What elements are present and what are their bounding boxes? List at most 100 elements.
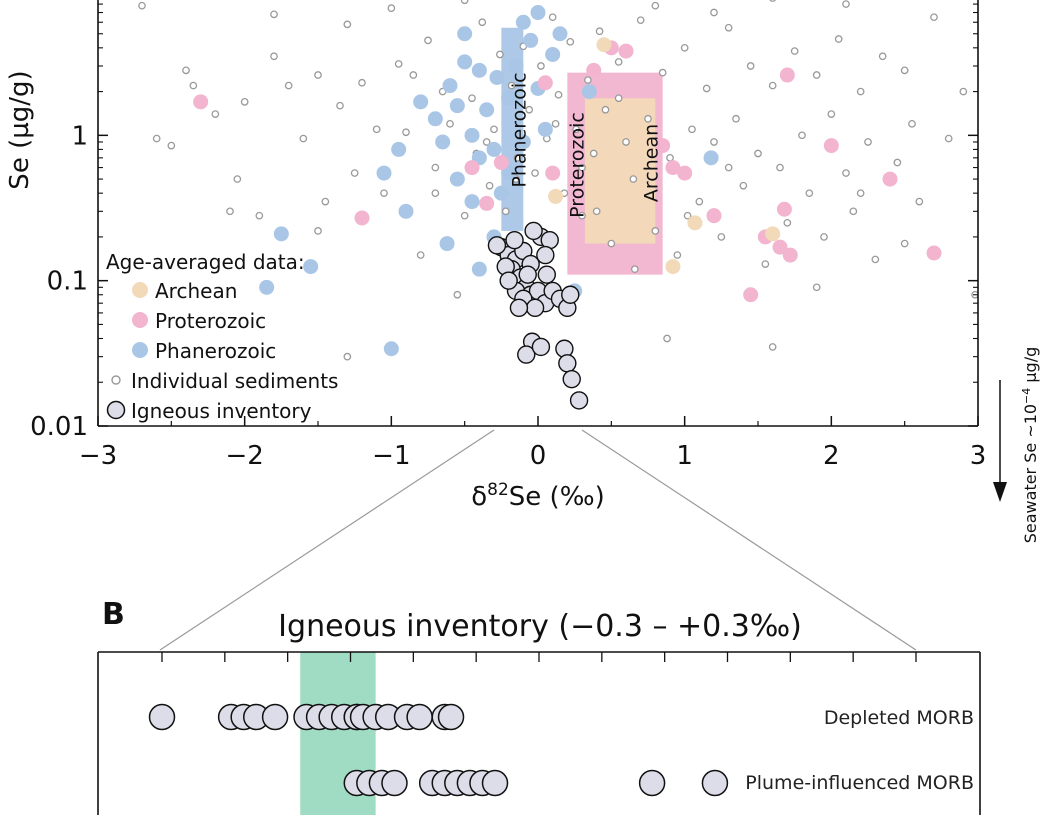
point-individual-sediment bbox=[460, 0, 469, 5]
point-individual-sediment bbox=[614, 94, 623, 103]
point-proterozoic bbox=[618, 43, 634, 59]
point-individual-sediment bbox=[566, 37, 575, 46]
point-individual-sediment bbox=[468, 94, 476, 103]
point-individual-sediment bbox=[768, 343, 777, 351]
point-proterozoic bbox=[586, 62, 602, 78]
point-individual-sediment bbox=[501, 207, 510, 216]
point-individual-sediment bbox=[864, 138, 872, 146]
panel-b-point bbox=[437, 703, 465, 731]
point-individual-sediment bbox=[299, 134, 308, 143]
zoom-connector-left bbox=[159, 429, 495, 651]
point-phanerozoic bbox=[376, 165, 392, 181]
box-label-proterozoic: Proterozoic bbox=[567, 112, 589, 218]
legend-label-igneous: Igneous inventory bbox=[131, 399, 312, 423]
x-tick-label: 0 bbox=[530, 441, 547, 471]
point-phanerozoic bbox=[537, 121, 553, 137]
point-individual-sediment bbox=[702, 84, 711, 93]
point-proterozoic bbox=[193, 94, 209, 110]
point-phanerozoic bbox=[471, 261, 487, 277]
legend-marker-phanerozoic bbox=[132, 342, 148, 358]
point-individual-sediment bbox=[651, 1, 660, 10]
panel-b-letter: B bbox=[102, 597, 125, 632]
point-individual-sediment bbox=[724, 23, 733, 32]
point-individual-sediment bbox=[592, 207, 601, 216]
point-individual-sediment bbox=[820, 233, 828, 241]
point-individual-sediment bbox=[959, 87, 968, 96]
panel-b-title: Igneous inventory (−0.3 – +0.3‰) bbox=[278, 609, 802, 644]
point-individual-sediment bbox=[578, 163, 586, 172]
point-individual-sediment bbox=[387, 4, 396, 13]
point-individual-sediment bbox=[233, 175, 242, 183]
point-phanerozoic bbox=[398, 203, 414, 219]
point-individual-sediment bbox=[595, 27, 604, 36]
point-phanerozoic bbox=[427, 111, 443, 127]
point-proterozoic bbox=[882, 171, 898, 187]
point-individual-sediment bbox=[584, 76, 592, 84]
point-individual-sediment bbox=[460, 211, 469, 220]
point-igneous bbox=[525, 298, 545, 318]
legend-label-archean: Archean bbox=[155, 279, 237, 303]
point-individual-sediment bbox=[589, 149, 598, 158]
panel-b-point bbox=[381, 769, 408, 797]
point-individual-sediment bbox=[834, 35, 843, 43]
point-phanerozoic bbox=[508, 58, 524, 74]
point-proterozoic bbox=[782, 247, 798, 263]
point-individual-sediment bbox=[776, 163, 784, 172]
panel-b-point bbox=[261, 703, 289, 731]
point-individual-sediment bbox=[578, 211, 586, 220]
point-phanerozoic bbox=[449, 171, 465, 187]
point-igneous bbox=[517, 345, 536, 364]
point-phanerozoic bbox=[383, 341, 399, 357]
point-individual-sediment bbox=[226, 207, 234, 216]
point-individual-sediment bbox=[490, 125, 498, 134]
y-tick-label: 1 bbox=[71, 121, 88, 151]
point-phanerozoic bbox=[552, 26, 568, 42]
legend: Age-averaged data: Archean Proterozoic P… bbox=[106, 250, 338, 423]
point-individual-sediment bbox=[402, 128, 410, 137]
point-igneous bbox=[524, 221, 543, 241]
point-archean bbox=[665, 259, 681, 275]
seawater-annotation: Seawater Se ~10−4 µg/g bbox=[993, 347, 1040, 543]
point-proterozoic bbox=[926, 245, 942, 261]
point-archean bbox=[765, 226, 781, 242]
point-archean bbox=[687, 215, 703, 231]
point-phanerozoic bbox=[449, 98, 465, 114]
point-individual-sediment bbox=[431, 189, 440, 198]
panel-b-point bbox=[148, 703, 176, 731]
point-phanerozoic bbox=[530, 5, 546, 21]
row-label-plume-morb: Plume-influenced MORB bbox=[745, 772, 974, 794]
zoom-connector-right bbox=[581, 429, 917, 651]
point-igneous bbox=[562, 369, 581, 389]
point-phanerozoic bbox=[493, 185, 509, 201]
point-individual-sediment bbox=[336, 101, 344, 110]
point-individual-sediment bbox=[424, 36, 432, 45]
point-individual-sediment bbox=[182, 66, 190, 75]
point-individual-sediment bbox=[630, 265, 639, 274]
point-individual-sediment bbox=[189, 81, 198, 90]
point-individual-sediment bbox=[211, 110, 220, 118]
point-individual-sediment bbox=[431, 163, 440, 172]
point-individual-sediment bbox=[453, 290, 462, 299]
point-individual-sediment bbox=[798, 131, 806, 140]
legend-label-phanerozoic: Phanerozoic bbox=[155, 339, 276, 363]
point-individual-sediment bbox=[372, 125, 381, 134]
point-igneous bbox=[558, 354, 577, 373]
row-label-depleted-morb: Depleted MORB bbox=[824, 707, 974, 729]
point-individual-sediment bbox=[651, 227, 660, 235]
point-individual-sediment bbox=[739, 181, 748, 190]
point-individual-sediment bbox=[893, 158, 902, 167]
panel-b-point bbox=[638, 769, 666, 797]
point-individual-sediment bbox=[478, 18, 487, 27]
point-individual-sediment bbox=[827, 110, 836, 118]
point-phanerozoic bbox=[457, 54, 473, 70]
x-axis-title: δ82Se (‰) bbox=[471, 480, 605, 512]
point-individual-sediment bbox=[513, 153, 522, 162]
panel-b-point bbox=[481, 769, 509, 797]
point-individual-sediment bbox=[152, 134, 161, 143]
point-individual-sediment bbox=[754, 149, 762, 158]
point-individual-sediment bbox=[769, 0, 776, 2]
point-individual-sediment bbox=[255, 211, 264, 220]
point-individual-sediment bbox=[680, 43, 689, 52]
point-individual-sediment bbox=[688, 125, 696, 134]
